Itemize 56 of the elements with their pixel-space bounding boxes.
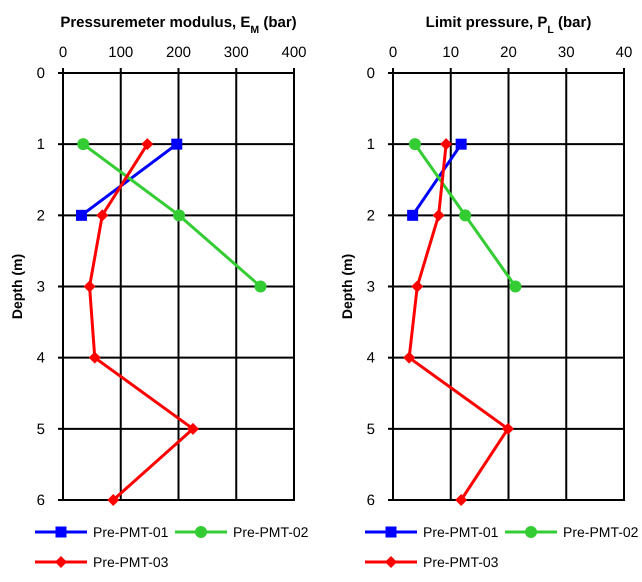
point — [107, 494, 120, 506]
point — [408, 138, 421, 150]
x-tick-label: 30 — [558, 44, 575, 61]
point — [141, 138, 154, 150]
y-tick-label: 4 — [36, 350, 45, 367]
x-tick-label: 100 — [108, 44, 134, 61]
y-tick-label: 1 — [366, 136, 375, 154]
point — [254, 280, 267, 292]
y-tick-label: 3 — [36, 278, 45, 296]
y-tick-label: 1 — [36, 136, 45, 154]
point — [173, 209, 186, 222]
point — [96, 209, 108, 222]
point — [77, 138, 90, 150]
legend-label: Pre-PMT-03 — [93, 554, 169, 570]
legend-label: Pre-PMT-02 — [233, 524, 309, 540]
legend-label: Pre-PMT-01 — [423, 524, 499, 540]
y-tick-label: 2 — [366, 207, 375, 224]
x-tick-label: 40 — [616, 44, 632, 61]
y-axis-title: Depth (m) — [339, 254, 355, 320]
y-axis-title: Depth (m) — [9, 254, 25, 320]
point — [509, 280, 522, 292]
point — [88, 352, 101, 364]
point — [411, 280, 424, 292]
point — [403, 352, 416, 364]
x-tick-label: 300 — [224, 44, 249, 61]
y-tick-label: 0 — [366, 65, 375, 82]
y-tick-label: 0 — [36, 65, 45, 82]
y-tick-label: 2 — [36, 207, 45, 224]
x-tick-label: 0 — [388, 44, 398, 61]
x-tick-label: 10 — [442, 44, 460, 61]
point — [455, 494, 468, 506]
point — [456, 138, 467, 150]
point — [407, 210, 418, 221]
x-tick-label: 20 — [500, 44, 517, 61]
point — [76, 210, 87, 221]
point — [432, 209, 445, 222]
y-tick-label: 5 — [36, 420, 45, 438]
point — [186, 422, 199, 435]
y-tick-label: 4 — [366, 350, 375, 367]
y-tick-label: 6 — [36, 492, 45, 509]
legend-label: Pre-PMT-02 — [563, 524, 639, 540]
chart-title: Limit pressure, P$_{L}$ (bar) — [426, 14, 592, 36]
point — [84, 280, 96, 292]
point — [171, 138, 182, 150]
legend-label: Pre-PMT-03 — [423, 554, 499, 570]
point — [440, 138, 452, 150]
y-tick-label: 3 — [366, 278, 375, 296]
point — [459, 209, 472, 222]
x-tick-label: 400 — [281, 44, 307, 61]
y-tick-label: 5 — [366, 420, 375, 438]
chart-title: Pressuremeter modulus, E$_{M}$ (bar) — [60, 14, 297, 36]
y-tick-label: 6 — [366, 492, 375, 509]
legend-label: Pre-PMT-01 — [93, 524, 169, 540]
x-tick-label: 0 — [58, 44, 68, 61]
point — [502, 422, 514, 435]
x-tick-label: 200 — [166, 44, 192, 61]
